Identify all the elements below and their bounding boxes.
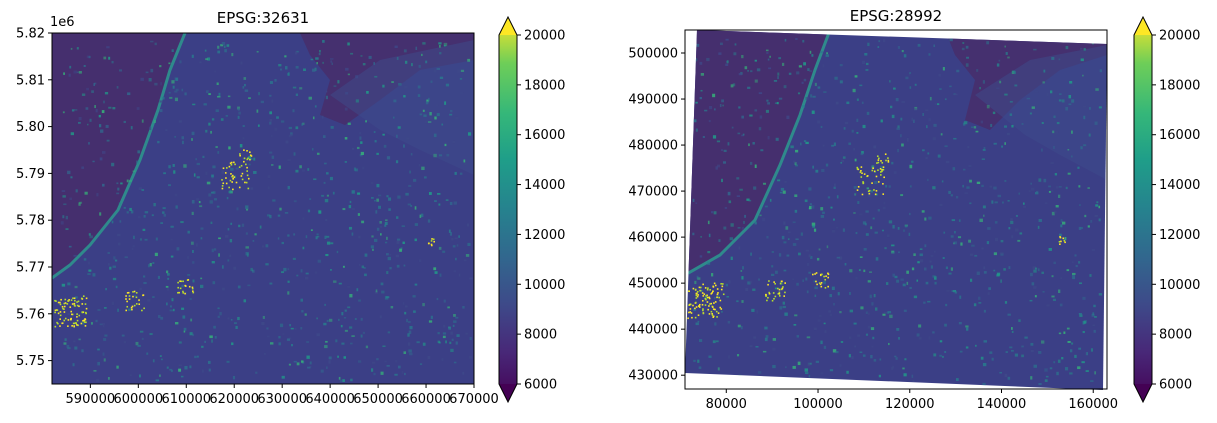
colorbar-extend-max: [1134, 17, 1152, 35]
x-tick-label: 620000: [209, 392, 259, 407]
colorbar-tick-label: 10000: [524, 278, 565, 293]
colorbar-tick-label: 6000: [524, 378, 557, 393]
x-tick-label: 650000: [353, 392, 403, 407]
x-tick-label: 160000: [1068, 397, 1118, 412]
colorbar-tick-label: 8000: [1159, 328, 1192, 343]
y-tick-label: 440000: [628, 323, 678, 338]
x-axis-epsg32631: 5900006000006100006200006300006400006500…: [66, 384, 499, 407]
x-tick-label: 640000: [305, 392, 355, 407]
y-offset-label: 1e6: [50, 15, 75, 30]
colorbar-tick-label: 16000: [524, 128, 565, 143]
map-panel-epsg32631: EPSG:32631 1e6 5900006000006100006200006…: [16, 9, 499, 407]
x-tick-label: 660000: [401, 392, 451, 407]
raster-image-epsg32631: [52, 33, 474, 384]
y-tick-label: 500000: [628, 47, 678, 62]
colorbar-tick-label: 6000: [1159, 378, 1192, 393]
y-tick-label: 5.77: [16, 261, 45, 276]
colorbar-body: [1134, 17, 1152, 402]
x-tick-label: 140000: [977, 397, 1027, 412]
colorbar-tick-label: 20000: [1159, 29, 1200, 44]
colorbar-epsg28992: 6000 8000 10000 12000 14000 16000 18000 20000: [1133, 15, 1200, 404]
x-tick-label: 590000: [66, 392, 116, 407]
y-tick-label: 490000: [628, 93, 678, 108]
y-tick-label: 5.79: [16, 167, 45, 182]
raster-image-epsg28992: [685, 30, 1107, 390]
x-tick-label: 100000: [793, 397, 843, 412]
colorbar-tick-label: 18000: [1159, 78, 1200, 93]
x-tick-label: 630000: [257, 392, 307, 407]
y-tick-label: 430000: [628, 369, 678, 384]
colorbar-extend-min: [1134, 384, 1152, 402]
y-tick-label: 5.80: [16, 120, 45, 135]
y-axis-epsg28992: 430000 440000 450000 460000 470000 480000 4900…: [628, 47, 685, 384]
y-tick-label: 5.76: [16, 307, 45, 322]
y-tick-label: 5.82: [16, 27, 45, 42]
y-tick-label: 470000: [628, 185, 678, 200]
colorbar-tick-label: 12000: [1159, 228, 1200, 243]
x-tick-label: 120000: [885, 397, 935, 412]
y-tick-label: 480000: [628, 139, 678, 154]
y-tick-label: 5.78: [16, 214, 45, 229]
colorbar-extend-min: [499, 384, 517, 402]
x-tick-label: 610000: [161, 392, 211, 407]
y-tick-label: 5.81: [16, 73, 45, 88]
y-tick-label: 5.75: [16, 354, 45, 369]
colorbar-tick-label: 18000: [524, 78, 565, 93]
x-tick-label: 80000: [706, 397, 747, 412]
y-tick-label: 460000: [628, 231, 678, 246]
plot-title: EPSG:28992: [850, 7, 942, 25]
y-axis-epsg32631: 5.75 5.76 5.77 5.78 5.79 5.80 5.81 5.82: [16, 27, 52, 369]
y-tick-label: 450000: [628, 277, 678, 292]
plot-title: EPSG:32631: [217, 9, 309, 27]
x-tick-label: 670000: [449, 392, 499, 407]
colorbar-tick-label: 14000: [524, 178, 565, 193]
colorbar-tick-label: 14000: [1159, 178, 1200, 193]
colorbar-epsg32631: 6000 8000 10000 12000 14000 16000 18000 20000: [498, 15, 565, 404]
map-panel-epsg28992: EPSG:28992 80000 100000 120000 140000 160000…: [628, 7, 1118, 412]
colorbar-tick-label: 8000: [524, 328, 557, 343]
colorbar-tick-label: 16000: [1159, 128, 1200, 143]
colorbar-tick-label: 12000: [524, 228, 565, 243]
colorbar-tick-label: 20000: [524, 29, 565, 44]
x-tick-label: 600000: [113, 392, 163, 407]
colorbar-tick-label: 10000: [1159, 278, 1200, 293]
x-axis-epsg28992: 80000 100000 120000 140000 160000: [706, 389, 1118, 412]
colorbar-extend-max: [499, 17, 517, 35]
colorbar-body: [499, 17, 517, 402]
